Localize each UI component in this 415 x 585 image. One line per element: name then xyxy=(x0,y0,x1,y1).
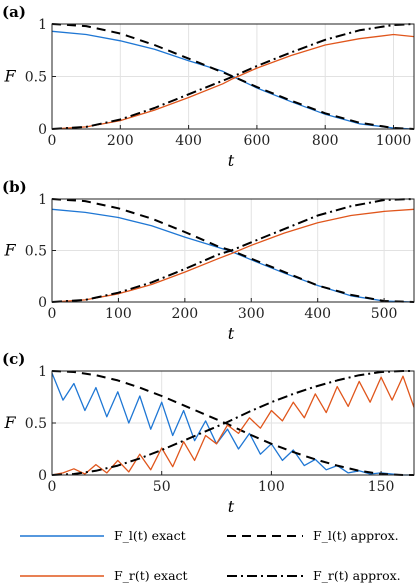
y-axis-label: F xyxy=(3,241,16,260)
series-line-fl-exact xyxy=(51,372,414,476)
y-tick-label: 0.5 xyxy=(25,70,47,86)
x-tick-label: 0 xyxy=(48,133,57,149)
x-tick-label: 400 xyxy=(175,133,202,149)
y-tick-label: 0 xyxy=(38,468,47,484)
x-tick-label: 1000 xyxy=(376,133,412,149)
y-tick-label: 0 xyxy=(38,295,47,311)
panel-b: 0 100 200 300 400 500 0 0.5 1 t F (b) xyxy=(2,178,415,343)
y-axis-label: F xyxy=(3,67,16,86)
panel-label: (b) xyxy=(2,178,27,196)
x-tick-label: 150 xyxy=(368,479,395,495)
x-tick-label: 50 xyxy=(153,479,171,495)
series-line-fr-exact xyxy=(51,208,415,303)
x-axis-label: t xyxy=(228,324,235,343)
series-line-fr-exact xyxy=(51,33,415,130)
x-tick-label: 600 xyxy=(244,133,271,149)
series-line-fr-approx xyxy=(51,198,415,303)
x-axis-label: t xyxy=(228,151,235,170)
series-line-fl-exact xyxy=(51,30,415,130)
y-tick-label: 1 xyxy=(38,17,47,33)
x-tick-label: 100 xyxy=(258,479,285,495)
x-tick-label: 300 xyxy=(238,306,265,322)
y-tick-label: 0 xyxy=(38,122,47,138)
x-tick-label: 500 xyxy=(371,306,398,322)
y-axis-label: F xyxy=(3,413,16,432)
x-tick-label: 200 xyxy=(107,133,134,149)
series-line-fl-approx xyxy=(51,370,414,476)
panel-c: 0 50 100 150 0 0.5 1 t F (c) xyxy=(2,350,415,516)
series-line-fr-approx xyxy=(51,23,415,130)
panel-label: (c) xyxy=(2,350,25,368)
panel-a: 0 200 400 600 800 1000 0 0.5 1 t F (a) xyxy=(2,3,415,170)
x-tick-label: 400 xyxy=(304,306,331,322)
x-tick-label: 0 xyxy=(48,479,57,495)
series-line-fr-exact xyxy=(51,375,415,476)
y-tick-label: 1 xyxy=(38,192,47,208)
y-tick-label: 0.5 xyxy=(25,416,47,432)
series-line-fl-exact xyxy=(51,208,415,303)
y-tick-label: 1 xyxy=(38,364,47,380)
series-line-fr-approx xyxy=(51,370,414,476)
panel-label: (a) xyxy=(2,3,26,21)
x-axis-label: t xyxy=(228,497,235,516)
x-tick-label: 0 xyxy=(48,306,57,322)
x-tick-label: 200 xyxy=(171,306,198,322)
y-tick-label: 0.5 xyxy=(25,244,47,260)
x-tick-label: 100 xyxy=(105,306,132,322)
x-tick-label: 800 xyxy=(312,133,339,149)
